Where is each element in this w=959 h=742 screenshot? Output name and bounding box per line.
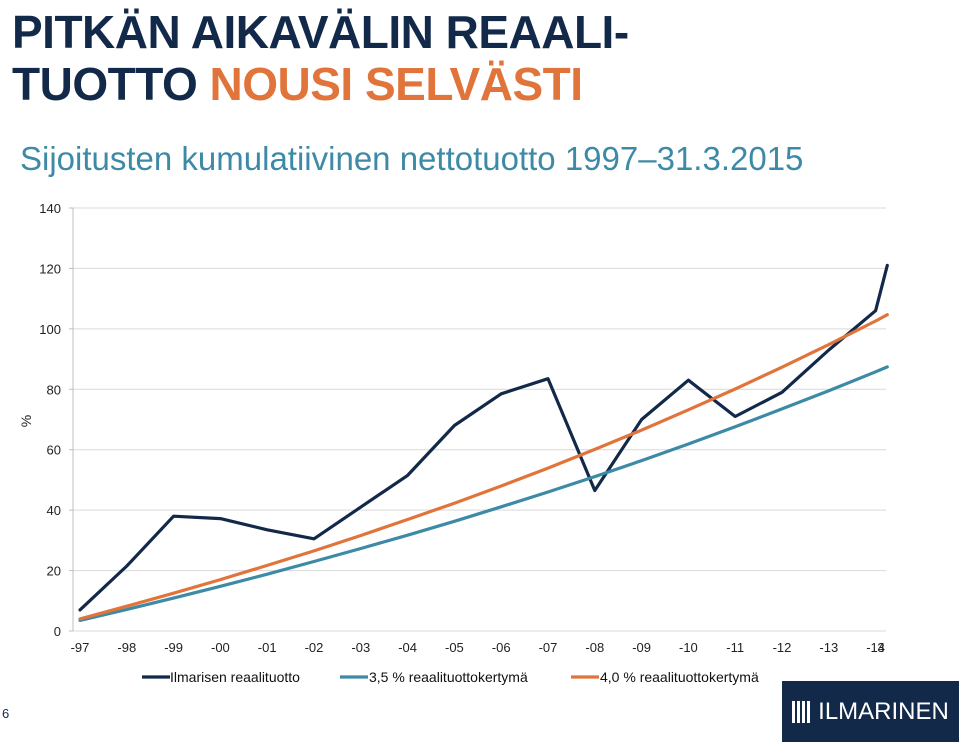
chart-subtitle: Sijoitusten kumulatiivinen nettotuotto 1… xyxy=(20,140,804,177)
y-tick-label: 100 xyxy=(39,322,61,337)
x-tick-label: -14 xyxy=(866,640,885,655)
x-tick-label: -06 xyxy=(492,640,511,655)
x-tick-label: -00 xyxy=(211,640,230,655)
x-tick-label: -02 xyxy=(305,640,324,655)
legend-label: Ilmarisen reaalituotto xyxy=(170,669,300,685)
x-tick-label: -98 xyxy=(117,640,136,655)
x-tick-label: -07 xyxy=(539,640,558,655)
y-tick-label: 60 xyxy=(47,443,61,458)
y-tick-label: 140 xyxy=(39,201,61,216)
y-tick-label: 0 xyxy=(54,624,61,639)
x-tick-label: -10 xyxy=(679,640,698,655)
series-line-1 xyxy=(78,263,889,612)
ilmarinen-logo: ILMARINEN xyxy=(782,681,959,742)
title-line-2a: TUOTTO xyxy=(12,58,210,110)
series-line-2 xyxy=(78,365,889,623)
legend-label: 3,5 % reaalituottokertymä xyxy=(369,669,528,685)
x-tick-label: -03 xyxy=(351,640,370,655)
x-tick-label: -13 xyxy=(819,640,838,655)
y-tick-label: 120 xyxy=(39,261,61,276)
x-tick-label: -11 xyxy=(726,640,744,655)
x-tick-label: -09 xyxy=(632,640,651,655)
title-line-2b: NOUSI SELVÄSTI xyxy=(209,58,583,110)
page-title: PITKÄN AIKAVÄLIN REAALI- TUOTTO NOUSI SE… xyxy=(12,6,629,110)
x-tick-label: 3 xyxy=(877,640,884,655)
page-number: 6 xyxy=(2,706,10,721)
x-tick-label: -97 xyxy=(71,640,90,655)
y-tick-label: 20 xyxy=(47,564,61,579)
y-tick-label: 80 xyxy=(47,382,61,397)
x-tick-label: -12 xyxy=(773,640,792,655)
x-tick-label: -05 xyxy=(445,640,464,655)
title-line-1: PITKÄN AIKAVÄLIN REAALI- xyxy=(12,6,629,58)
legend-label: 4,0 % reaalituottokertymä xyxy=(600,669,759,685)
x-tick-label: -08 xyxy=(585,640,604,655)
y-tick-label: 40 xyxy=(47,503,61,518)
logo-text: ILMARINEN xyxy=(818,697,949,725)
x-tick-label: -99 xyxy=(164,640,183,655)
y-axis-label: % xyxy=(18,415,34,427)
series-line-3 xyxy=(78,313,889,621)
ilmarinen-logo-icon xyxy=(792,700,811,723)
x-tick-label: -01 xyxy=(258,640,277,655)
x-tick-label: -04 xyxy=(398,640,417,655)
